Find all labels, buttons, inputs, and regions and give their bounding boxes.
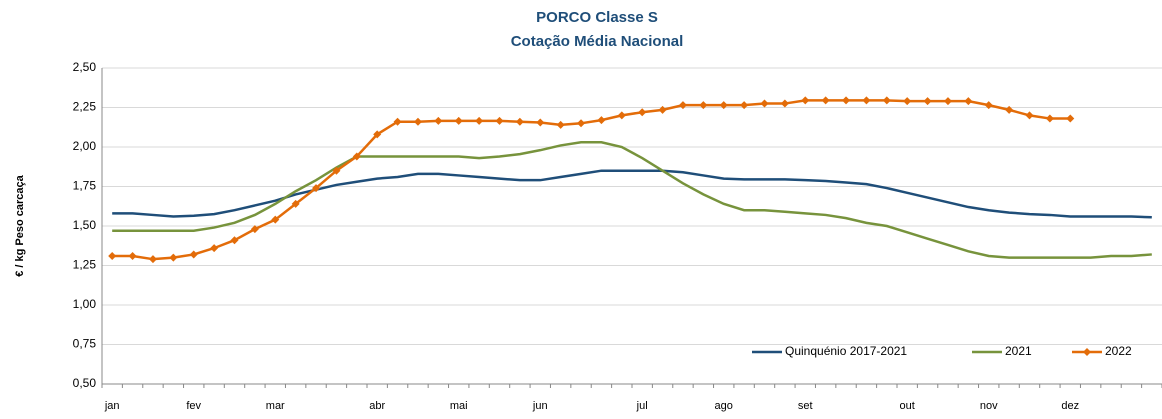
y-tick-label: 2,50 bbox=[73, 60, 97, 74]
data-marker bbox=[1025, 111, 1034, 120]
data-marker bbox=[719, 101, 728, 110]
x-tick-label: nov bbox=[980, 400, 998, 412]
chart-subtitle: Cotação Média Nacional bbox=[511, 33, 684, 50]
x-tick-label: jul bbox=[636, 400, 648, 412]
data-marker bbox=[128, 252, 137, 261]
data-marker bbox=[413, 117, 422, 126]
legend-marker bbox=[1083, 348, 1091, 356]
y-tick-label: 2,25 bbox=[73, 100, 97, 114]
data-marker bbox=[821, 96, 830, 105]
data-marker bbox=[699, 101, 708, 110]
data-marker bbox=[393, 117, 402, 126]
y-tick-label: 1,25 bbox=[73, 258, 97, 272]
data-marker bbox=[271, 215, 280, 224]
data-marker bbox=[475, 116, 484, 125]
legend-label: Quinquénio 2017-2021 bbox=[785, 344, 907, 358]
data-marker bbox=[169, 253, 178, 262]
data-marker bbox=[1045, 114, 1054, 123]
x-tick-label: abr bbox=[369, 400, 385, 412]
legend-label: 2021 bbox=[1005, 344, 1032, 358]
data-marker bbox=[903, 97, 912, 106]
x-tick-label: jun bbox=[532, 400, 548, 412]
data-marker bbox=[230, 236, 239, 245]
x-tick-label: mai bbox=[450, 400, 468, 412]
series-line bbox=[112, 169, 1152, 219]
data-marker bbox=[597, 116, 606, 125]
data-marker bbox=[352, 152, 361, 161]
chart-title: PORCO Classe S bbox=[536, 9, 658, 26]
data-marker bbox=[638, 108, 647, 117]
y-tick-label: 0,75 bbox=[73, 337, 97, 351]
x-tick-label: fev bbox=[186, 400, 201, 412]
x-tick-label: set bbox=[798, 400, 813, 412]
series-line bbox=[112, 99, 1071, 261]
data-marker bbox=[454, 116, 463, 125]
data-marker bbox=[760, 99, 769, 108]
data-marker bbox=[923, 97, 932, 106]
data-marker bbox=[780, 99, 789, 108]
data-marker bbox=[882, 96, 891, 105]
series-line bbox=[112, 141, 1152, 259]
data-marker bbox=[536, 118, 545, 127]
data-marker bbox=[617, 111, 626, 120]
data-marker bbox=[108, 252, 117, 261]
y-tick-label: 0,50 bbox=[73, 376, 97, 390]
data-marker bbox=[291, 199, 300, 208]
x-tick-label: ago bbox=[715, 400, 733, 412]
data-marker bbox=[495, 116, 504, 125]
data-marker bbox=[1005, 105, 1014, 114]
data-marker bbox=[842, 96, 851, 105]
data-marker bbox=[556, 120, 565, 129]
data-marker bbox=[210, 244, 219, 253]
data-marker bbox=[984, 101, 993, 110]
data-marker bbox=[312, 184, 321, 193]
y-tick-label: 2,00 bbox=[73, 139, 97, 153]
data-marker bbox=[434, 116, 443, 125]
data-marker bbox=[373, 130, 382, 139]
data-marker bbox=[250, 225, 259, 234]
data-marker bbox=[515, 117, 524, 126]
y-tick-label: 1,50 bbox=[73, 218, 97, 232]
legend-label: 2022 bbox=[1105, 344, 1132, 358]
x-tick-label: mar bbox=[266, 400, 285, 412]
data-marker bbox=[189, 250, 198, 259]
x-tick-label: out bbox=[900, 400, 915, 412]
data-marker bbox=[964, 97, 973, 106]
data-marker bbox=[148, 255, 157, 264]
data-marker bbox=[678, 101, 687, 110]
y-tick-label: 1,75 bbox=[73, 179, 97, 193]
data-marker bbox=[332, 166, 341, 175]
data-marker bbox=[658, 105, 667, 114]
data-marker bbox=[801, 96, 810, 105]
data-marker bbox=[740, 101, 749, 110]
x-tick-label: jan bbox=[104, 400, 120, 412]
data-marker bbox=[1066, 114, 1075, 123]
y-axis-label: € / kg Peso carcaça bbox=[14, 174, 26, 276]
y-tick-label: 1,00 bbox=[73, 297, 97, 311]
x-tick-label: dez bbox=[1061, 400, 1079, 412]
data-marker bbox=[577, 119, 586, 128]
data-marker bbox=[943, 97, 952, 106]
data-marker bbox=[862, 96, 871, 105]
